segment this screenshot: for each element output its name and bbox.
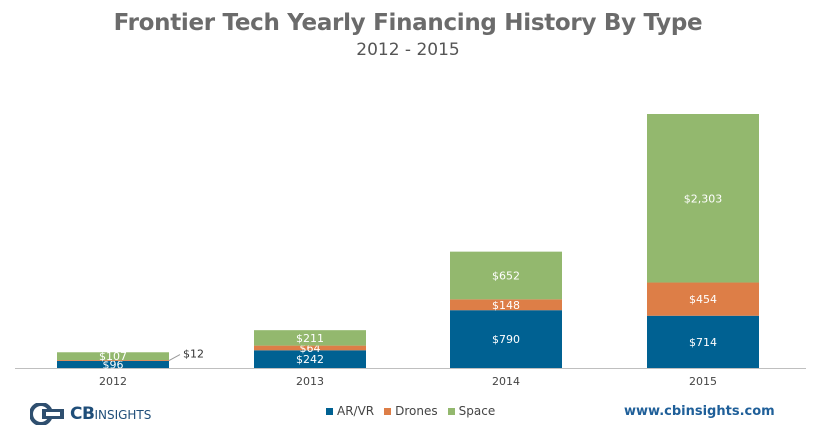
- data-label-drones-2014: $148: [492, 299, 520, 312]
- website-link[interactable]: www.cbinsights.com: [624, 404, 775, 419]
- x-tick-label-2012: 2012: [99, 375, 127, 388]
- data-label-space-2013: $211: [296, 332, 324, 345]
- legend-item-drones: Drones: [384, 404, 438, 418]
- chart-title: Frontier Tech Yearly Financing History B…: [113, 10, 703, 36]
- legend-item-arvr: AR/VR: [326, 404, 374, 418]
- bar-arvr-2014: [450, 310, 562, 368]
- x-tick-label-2013: 2013: [296, 375, 324, 388]
- bar-space-2015: [647, 114, 759, 283]
- cb-insights-logo: CBINSIGHTS: [30, 401, 151, 427]
- chart-legend: AR/VR Drones Space: [326, 404, 505, 418]
- bar-drones-2012: [57, 360, 169, 361]
- data-label-space-2014: $652: [492, 270, 520, 283]
- data-label-arvr-2014: $790: [492, 333, 520, 346]
- bar-arvr-2013: [254, 350, 366, 368]
- legend-item-space: Space: [447, 404, 496, 418]
- data-label-space-2015: $2,303: [684, 192, 723, 205]
- data-label-drones-2015: $454: [689, 293, 717, 306]
- bar-arvr-2015: [647, 315, 759, 368]
- data-label-space-2012: $107: [99, 350, 127, 363]
- bar-drones-2015: [647, 282, 759, 316]
- legend-label-drones: Drones: [395, 404, 438, 418]
- bar-space-2012: [57, 352, 169, 361]
- legend-swatch-arvr: [326, 407, 333, 415]
- bar-space-2013: [254, 330, 366, 346]
- leader-line-drones-2012: [168, 354, 181, 361]
- bar-drones-2014: [450, 299, 562, 311]
- data-label-arvr-2013: $242: [296, 353, 324, 366]
- data-label-arvr-2012: $96: [103, 358, 124, 371]
- data-label-arvr-2015: $714: [689, 336, 717, 349]
- bar-drones-2013: [254, 345, 366, 351]
- x-tick-label-2015: 2015: [689, 375, 717, 388]
- bar-space-2014: [450, 251, 562, 300]
- x-tick-label-2014: 2014: [492, 375, 520, 388]
- logo-text: CBINSIGHTS: [70, 404, 152, 424]
- bar-arvr-2012: [57, 360, 169, 368]
- chart-subtitle: 2012 - 2015: [356, 40, 460, 60]
- legend-label-arvr: AR/VR: [337, 404, 375, 418]
- data-label-drones-2012: $12: [183, 348, 204, 361]
- legend-label-space: Space: [458, 404, 496, 418]
- legend-swatch-drones: [384, 407, 392, 415]
- cb-insights-logo-icon: [30, 403, 64, 425]
- legend-swatch-space: [447, 407, 455, 415]
